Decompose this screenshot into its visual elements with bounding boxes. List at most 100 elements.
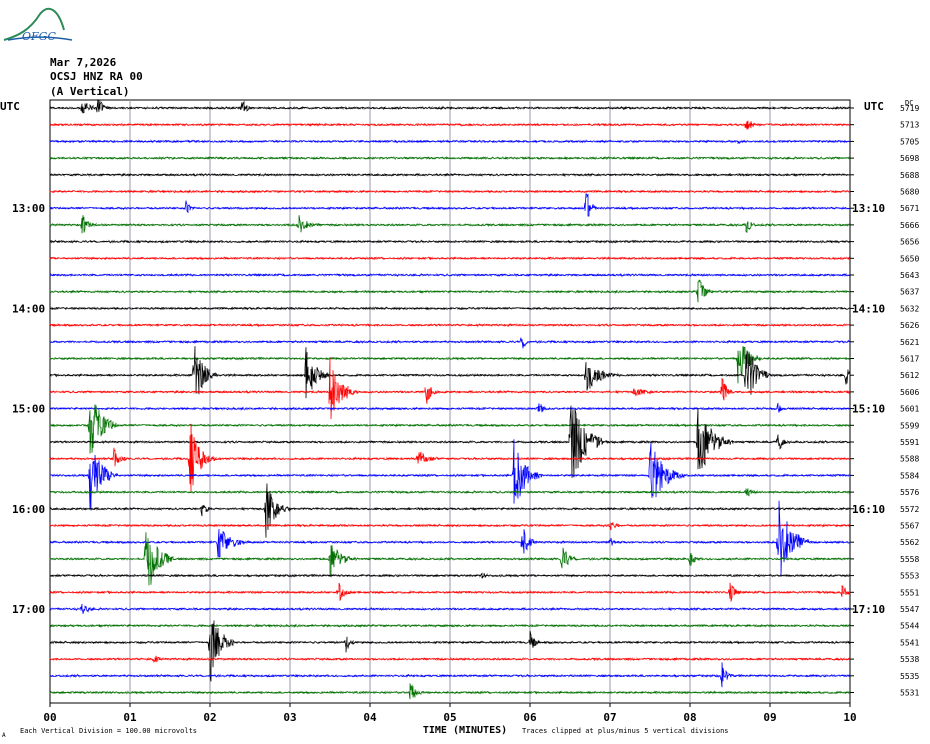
x-tick-label: 10 (843, 711, 856, 724)
dc-offset-label: 5713 (900, 121, 919, 130)
dc-offset-label: 5601 (900, 405, 919, 414)
time-label-left: 17:00 (12, 603, 45, 616)
dc-offset-label: 5551 (900, 588, 919, 597)
seismic-trace (49, 272, 851, 278)
seismic-trace (49, 357, 851, 420)
seismic-trace (49, 172, 851, 177)
seismic-trace (49, 120, 851, 130)
x-tick-label: 04 (363, 711, 377, 724)
x-tick-label: 05 (443, 711, 456, 724)
dc-offset-label: 5643 (900, 271, 919, 280)
dc-offset-label: 5626 (900, 321, 919, 330)
x-tick-label: 01 (123, 711, 137, 724)
time-label-left: 14:00 (12, 302, 45, 315)
axis-title-left: UTC (0, 100, 20, 113)
x-tick-label: 02 (203, 711, 216, 724)
seismic-trace (49, 346, 851, 384)
dc-offset-label: 5544 (900, 622, 919, 631)
seismic-trace (49, 193, 851, 217)
time-label-left: 16:00 (12, 503, 45, 516)
observatory-logo: OFGC (3, 7, 73, 43)
x-tick-label: 07 (603, 711, 616, 724)
seismic-trace (49, 279, 851, 303)
dc-offset-label: 5567 (900, 522, 919, 531)
time-label-right: 15:10 (852, 403, 885, 416)
axis-title-right: UTC (864, 100, 884, 113)
header-component: (A Vertical) (50, 85, 130, 98)
x-tick-label: 08 (683, 711, 696, 724)
x-tick-label: 03 (283, 711, 296, 724)
seismic-trace (49, 439, 851, 511)
seismic-trace (49, 582, 851, 602)
seismic-trace (49, 189, 851, 194)
time-label-right: 14:10 (852, 302, 885, 315)
header-date: Mar 7,2026 (50, 56, 117, 69)
dc-offset-label: 5584 (900, 471, 919, 480)
dc-offset-label: 5553 (900, 572, 919, 581)
seismic-trace (49, 603, 851, 614)
x-tick-label: 09 (763, 711, 776, 724)
dc-offset-label: 5576 (900, 488, 919, 497)
dc-offset-label: 5617 (900, 355, 919, 364)
footer-clip-note: Traces clipped at plus/minus 5 vertical … (522, 727, 729, 735)
dc-offset-label: 5538 (900, 655, 919, 664)
seismic-trace (49, 662, 851, 688)
dc-offset-label: 5666 (900, 221, 919, 230)
dc-offset-label: 5650 (900, 254, 919, 263)
seismic-trace (49, 322, 851, 328)
seismic-trace (49, 402, 851, 413)
footer-mark: A (2, 732, 6, 739)
seismic-trace (49, 404, 851, 454)
dc-header: DC (905, 99, 913, 107)
dc-offset-label: 5562 (900, 538, 919, 547)
seismic-trace (49, 488, 851, 497)
time-label-right: 16:10 (852, 503, 885, 516)
dc-offset-label: 5671 (900, 204, 919, 213)
seismic-traces (49, 99, 851, 700)
dc-offset-label: 5591 (900, 438, 919, 447)
dc-offset-label: 5558 (900, 555, 919, 564)
dc-offset-label: 5531 (900, 689, 919, 698)
seismic-trace (49, 306, 851, 311)
x-tick-label: 00 (43, 711, 56, 724)
seismic-trace (49, 532, 851, 586)
dc-offset-label: 5688 (900, 171, 919, 180)
time-label-left: 15:00 (12, 403, 45, 416)
dc-offset-label: 5632 (900, 304, 919, 313)
dc-offset-label: 5541 (900, 638, 919, 647)
dc-offset-label: 5705 (900, 137, 919, 146)
seismic-trace (49, 155, 851, 161)
x-axis-title: TIME (MINUTES) (423, 725, 507, 736)
seismic-trace (49, 337, 851, 349)
time-label-right: 17:10 (852, 603, 885, 616)
seismic-trace (49, 239, 851, 244)
time-label-left: 13:00 (12, 202, 45, 215)
seismic-trace (49, 215, 851, 234)
seismic-trace (49, 500, 851, 577)
seismic-trace (49, 99, 851, 114)
dc-offset-label: 5637 (900, 288, 919, 297)
seismic-trace (49, 620, 851, 682)
dc-offset-label: 5547 (900, 605, 919, 614)
seismic-trace (49, 256, 851, 261)
seismic-trace (49, 655, 851, 664)
dc-offset-label: 5572 (900, 505, 919, 514)
dc-offset-label: 5599 (900, 421, 919, 430)
footer-scale-note: Each Vertical Division = 100.00 microvol… (20, 727, 197, 735)
dc-offset-label: 5621 (900, 338, 919, 347)
seismic-trace (49, 683, 851, 700)
dc-offset-label: 5719 (900, 104, 919, 113)
x-tick-label: 06 (523, 711, 537, 724)
axis-labels: 5719 5713 5705 5698 5688 5680 5671 5666 5656 5650… (0, 99, 919, 739)
header-station: OCSJ HNZ RA 00 (50, 70, 143, 83)
dc-offset-label: 5698 (900, 154, 919, 163)
seismic-trace (49, 405, 851, 478)
logo-mountain-icon (3, 7, 65, 41)
seismic-trace (49, 423, 851, 492)
seismic-trace (49, 346, 851, 399)
grid-lines (49, 99, 851, 704)
seismic-trace (49, 623, 851, 628)
dc-offset-label: 5588 (900, 455, 919, 464)
logo-text: OFGC (22, 30, 56, 43)
